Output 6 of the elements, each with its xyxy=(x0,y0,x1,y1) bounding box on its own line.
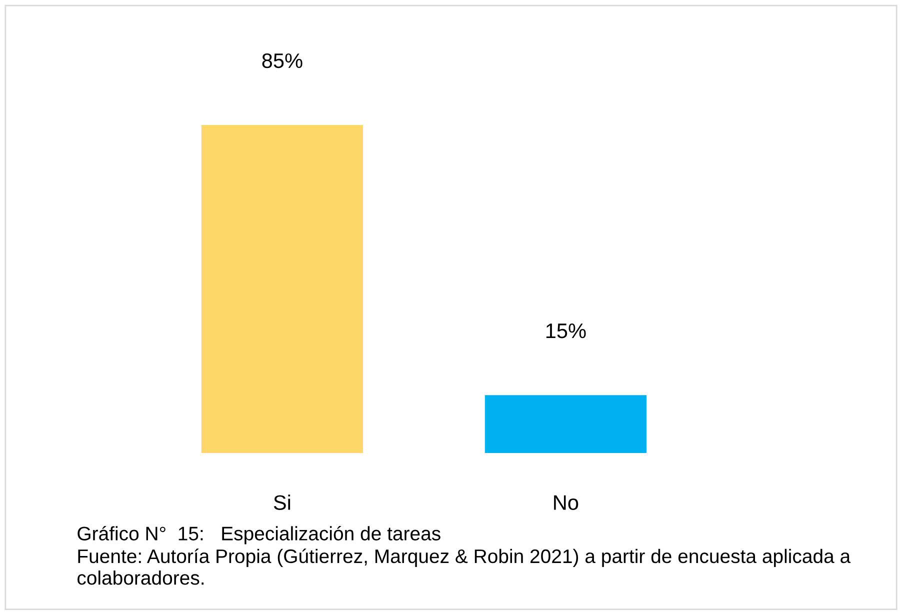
text: Gráfico N° 15: Especialización de tareas xyxy=(78,526,440,544)
x-tick-label: Si xyxy=(274,494,290,510)
source-note: Fuente: Autoría Propia (Gútierrez, Marquez & Robin 2021) a partir de encuesta aplicada a colaboradores. xyxy=(77,548,851,585)
data-label: 85% xyxy=(262,53,302,68)
x-tick-label: No xyxy=(554,495,578,510)
data-label: 15% xyxy=(546,324,586,338)
